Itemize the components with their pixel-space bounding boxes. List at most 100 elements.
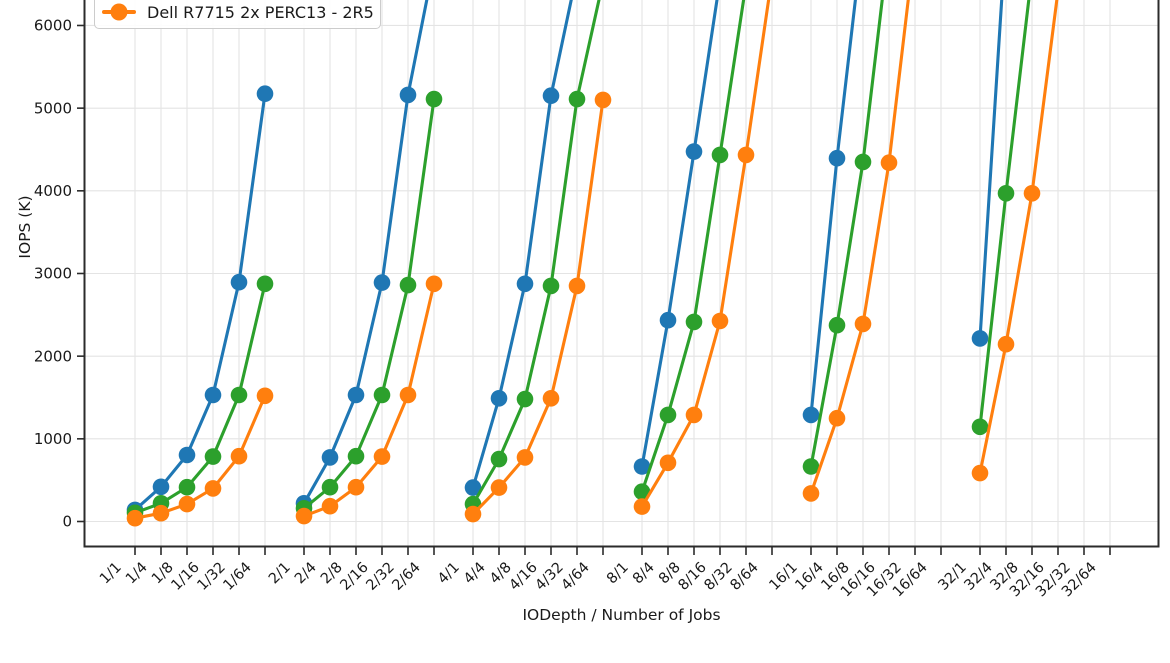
series-line bbox=[471, 0, 601, 506]
x-tick-label: 4/32 bbox=[532, 560, 566, 594]
data-point bbox=[425, 275, 443, 293]
data-point bbox=[178, 446, 196, 464]
data-point bbox=[997, 185, 1015, 202]
data-point bbox=[230, 447, 248, 465]
series-orange bbox=[126, 0, 1059, 527]
data-point bbox=[568, 277, 586, 295]
y-tick-label: 6000 bbox=[34, 17, 72, 35]
series-line bbox=[302, 97, 436, 510]
x-tick-label: 1/1 bbox=[97, 560, 125, 588]
data-point bbox=[659, 311, 677, 329]
data-point bbox=[971, 330, 989, 347]
data-point bbox=[880, 154, 898, 171]
data-point bbox=[516, 390, 534, 408]
data-point bbox=[854, 315, 872, 333]
data-point bbox=[347, 478, 365, 496]
x-tick-label: 2/32 bbox=[363, 560, 397, 594]
x-tick-label: 8/1 bbox=[604, 560, 632, 588]
data-point bbox=[399, 276, 417, 294]
data-point bbox=[1023, 185, 1041, 202]
data-point bbox=[321, 497, 339, 515]
y-tick-label: 0 bbox=[62, 513, 72, 531]
x-tick-label: 16/4 bbox=[792, 560, 826, 594]
data-point bbox=[321, 449, 339, 466]
data-point bbox=[152, 504, 170, 522]
x-tick-label: 2/16 bbox=[337, 560, 371, 594]
x-tick-label: 8/64 bbox=[727, 560, 761, 594]
y-tick-label: 3000 bbox=[34, 265, 72, 283]
series-line bbox=[978, 0, 1004, 340]
series-green bbox=[126, 0, 1031, 522]
data-point bbox=[373, 448, 391, 465]
data-point bbox=[399, 386, 417, 404]
x-tick-label: 1/16 bbox=[168, 560, 202, 594]
data-point bbox=[802, 458, 820, 475]
y-tick-label: 5000 bbox=[34, 99, 72, 117]
x-tick-label: 32/4 bbox=[961, 560, 995, 594]
data-point bbox=[685, 313, 703, 331]
x-tick-label: 4/64 bbox=[558, 560, 592, 594]
data-point bbox=[997, 335, 1015, 353]
legend-entry: Dell R7715 2x PERC13 - 2R5 bbox=[102, 0, 374, 24]
data-point bbox=[711, 312, 729, 330]
data-point bbox=[178, 478, 196, 496]
x-tick-label: 2/4 bbox=[292, 560, 320, 588]
data-point bbox=[152, 478, 170, 496]
series-blue bbox=[126, 0, 1004, 519]
x-tick-label: 8/4 bbox=[630, 560, 658, 588]
y-tick-label: 1000 bbox=[34, 430, 72, 448]
data-point bbox=[854, 153, 872, 171]
data-point bbox=[230, 386, 248, 404]
series-line bbox=[809, 0, 857, 417]
series-line bbox=[809, 0, 910, 495]
data-point bbox=[802, 485, 820, 502]
data-point bbox=[204, 386, 222, 404]
data-point bbox=[516, 275, 534, 293]
data-point bbox=[126, 509, 144, 527]
data-point bbox=[633, 483, 651, 501]
y-tick-label: 4000 bbox=[34, 182, 72, 200]
data-point bbox=[256, 275, 274, 293]
data-point bbox=[971, 418, 989, 436]
data-point bbox=[802, 406, 820, 424]
data-point bbox=[373, 274, 391, 291]
data-point bbox=[373, 386, 391, 404]
x-tick-label: 4/1 bbox=[435, 560, 463, 588]
series-line bbox=[640, 0, 746, 494]
plot-area bbox=[126, 0, 1059, 527]
legend-line-sample bbox=[102, 3, 136, 21]
legend-entry-label: Dell R7715 2x PERC13 - 2R5 bbox=[147, 2, 374, 22]
series-line bbox=[978, 0, 1059, 475]
data-point bbox=[971, 464, 989, 482]
data-point bbox=[490, 479, 508, 496]
data-point bbox=[685, 406, 703, 424]
x-tick-label: 1/4 bbox=[123, 560, 151, 588]
x-tick-label: 2/64 bbox=[389, 560, 423, 594]
data-point bbox=[594, 91, 612, 109]
data-point bbox=[464, 505, 482, 523]
data-point bbox=[516, 449, 534, 466]
x-tick-label: 4/4 bbox=[461, 560, 489, 588]
data-point bbox=[464, 479, 482, 496]
x-tick-label: 32/1 bbox=[935, 560, 969, 594]
series-line bbox=[978, 0, 1031, 429]
data-point bbox=[256, 85, 274, 102]
x-tick-label: 8/32 bbox=[701, 560, 735, 594]
x-axis-ticks: 1/11/41/81/161/321/64 2/12/42/82/162/322/… bbox=[97, 546, 1111, 600]
data-point bbox=[347, 447, 365, 465]
data-point bbox=[490, 390, 508, 407]
data-point bbox=[295, 507, 313, 525]
y-axis-label: IOPS (K) bbox=[16, 195, 34, 259]
data-point bbox=[737, 146, 755, 164]
data-point bbox=[399, 86, 417, 104]
series-line bbox=[302, 0, 429, 505]
data-point bbox=[425, 90, 443, 108]
data-point bbox=[230, 273, 248, 291]
series-line bbox=[640, 0, 771, 509]
data-point bbox=[633, 458, 651, 475]
data-point bbox=[321, 478, 339, 496]
y-axis-ticks: 0 1000 2000 3000 4000 5000 6000 bbox=[34, 17, 85, 531]
data-point bbox=[256, 387, 274, 405]
